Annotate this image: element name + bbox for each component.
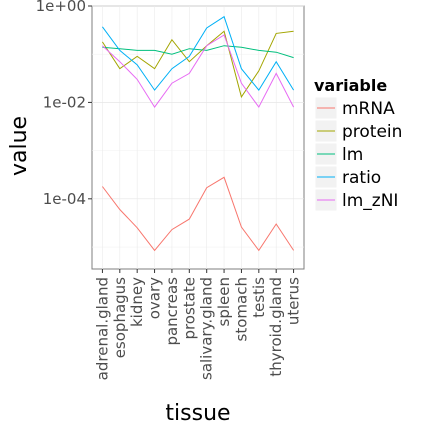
- series-lines: [101, 15, 295, 252]
- legend-item-lm: lm: [314, 142, 363, 166]
- x-tick-label: adrenal.gland: [93, 277, 111, 380]
- x-axis: adrenal.gland esophagus kidney ovary pancrea…: [93, 269, 303, 380]
- legend-item-ratio: ratio: [314, 165, 381, 189]
- legend-label: lm_zNI: [342, 191, 398, 211]
- x-tick-label: uterus: [285, 277, 303, 325]
- x-tick-label: testis: [250, 277, 268, 318]
- x-tick-label: stomach: [232, 277, 250, 341]
- x-tick-label: esophagus: [111, 277, 129, 358]
- series-line-lm: [102, 45, 294, 59]
- series-line-lm_zNI: [102, 34, 295, 109]
- x-tick-label: prostate: [180, 277, 198, 340]
- x-tick-label: pancreas: [163, 277, 181, 346]
- x-tick-label: salivary.gland: [198, 277, 216, 380]
- legend-label: lm: [342, 145, 363, 165]
- legend: variable mRNA protein lm ratio lm_zNI: [314, 76, 402, 212]
- series-line-protein: [101, 30, 294, 99]
- y-tick-label: 1e-02: [43, 93, 86, 111]
- series-line-mRNA: [102, 176, 295, 252]
- x-axis-title: tissue: [165, 401, 230, 426]
- x-tick-label: ovary: [146, 277, 164, 319]
- plot-panel: [91, 5, 305, 270]
- x-tick-label: kidney: [128, 277, 146, 327]
- legend-label: ratio: [342, 168, 381, 188]
- legend-item-protein: protein: [314, 119, 402, 143]
- y-tick-label: 1e+00: [36, 0, 86, 15]
- y-tick-label: 1e-04: [43, 190, 86, 208]
- legend-label: mRNA: [342, 99, 395, 119]
- x-tick-label: spleen: [215, 277, 233, 326]
- grid: [92, 5, 304, 269]
- legend-item-mRNA: mRNA: [314, 96, 395, 120]
- y-axis: 1e+00 1e-02 1e-04: [36, 0, 92, 208]
- x-tick-label: thyroid.gland: [267, 277, 285, 377]
- legend-label: protein: [342, 122, 402, 142]
- legend-item-lm_zNI: lm_zNI: [314, 188, 398, 212]
- legend-title: variable: [314, 76, 387, 95]
- series-line-ratio: [101, 15, 295, 91]
- y-axis-title: value: [7, 116, 32, 176]
